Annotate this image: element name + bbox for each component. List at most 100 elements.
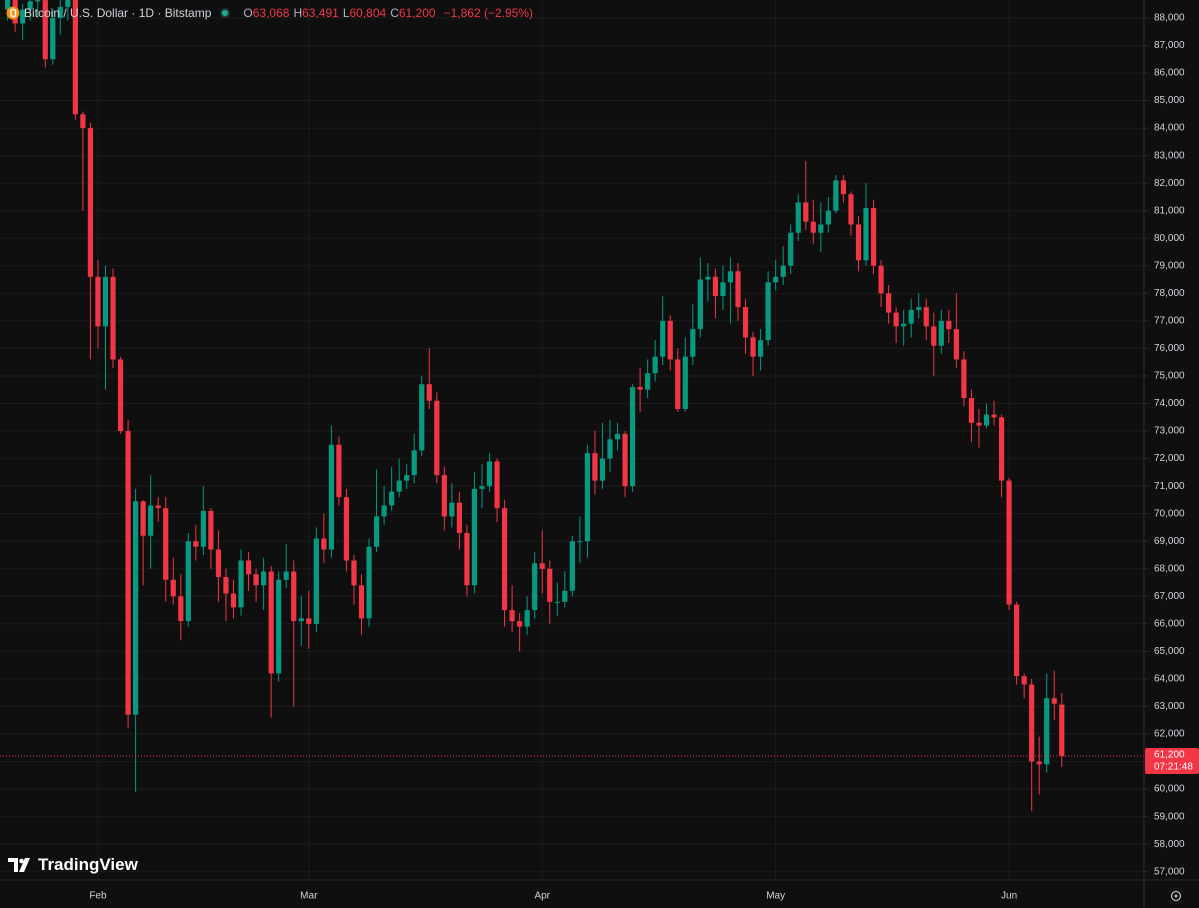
candle-body <box>306 618 312 624</box>
candle-body <box>5 0 11 10</box>
last-price-label: 61,200 <box>1154 750 1185 761</box>
y-tick-label: 60,000 <box>1154 784 1185 795</box>
y-tick-label: 73,000 <box>1154 426 1185 437</box>
y-tick-label: 88,000 <box>1154 13 1185 24</box>
candle-body <box>200 510 206 547</box>
candle-body <box>464 532 470 586</box>
candle-body <box>148 505 154 536</box>
candle-body <box>697 279 703 330</box>
legend-header: Bitcoin / U.S. Dollar · 1D · Bitstamp O6… <box>6 6 533 20</box>
candle-body <box>253 574 259 586</box>
y-tick-label: 59,000 <box>1154 811 1185 822</box>
y-tick-label: 74,000 <box>1154 398 1185 409</box>
candle-body <box>102 276 109 327</box>
candle-body <box>27 1 33 10</box>
candle-body <box>961 359 967 398</box>
candle-body <box>358 585 365 619</box>
settings-icon[interactable] <box>1170 890 1182 902</box>
plot-area <box>0 0 1144 812</box>
countdown-label: 07:21:48 <box>1154 762 1193 773</box>
candle-body <box>336 444 342 498</box>
ohlc-key: O <box>243 6 253 20</box>
candle-body <box>95 276 101 327</box>
candle-body <box>456 502 462 533</box>
candle-body <box>742 307 749 338</box>
candle-body <box>735 271 741 308</box>
candle-body <box>1044 698 1050 765</box>
candle-body <box>773 276 779 283</box>
candle-body <box>818 224 824 233</box>
candle-body <box>953 329 959 360</box>
candle-body <box>690 329 696 357</box>
y-tick-label: 67,000 <box>1154 591 1185 602</box>
candle-body <box>35 0 41 2</box>
candle-body <box>42 0 48 60</box>
candle-body <box>298 618 304 622</box>
candle-body <box>411 450 417 476</box>
candle-body <box>645 373 651 390</box>
candle-body <box>343 497 350 561</box>
candle-body <box>223 577 229 594</box>
x-tick-label: May <box>766 891 785 902</box>
candle-body <box>486 461 493 487</box>
y-tick-label: 76,000 <box>1154 343 1185 354</box>
candle-body <box>833 180 839 211</box>
y-tick-label: 70,000 <box>1154 508 1185 519</box>
candle-body <box>637 386 643 390</box>
candle-body <box>117 359 124 432</box>
candle-body <box>765 282 771 341</box>
candle-body <box>133 501 139 715</box>
candle-body <box>599 458 606 481</box>
candle-body <box>434 400 440 476</box>
candle-body <box>479 486 485 489</box>
candle-body <box>667 320 673 360</box>
symbol-name[interactable]: Bitcoin / U.S. Dollar · 1D · Bitstamp <box>24 6 212 20</box>
candle-body <box>592 453 598 481</box>
y-tick-label: 77,000 <box>1154 316 1185 327</box>
candle-body <box>185 541 191 622</box>
candle-body <box>946 320 952 330</box>
candle-body <box>1059 704 1065 757</box>
candle-body <box>155 505 161 509</box>
ohlc-value: 63,491 <box>302 6 339 20</box>
ohlc-value: 60,804 <box>349 6 387 20</box>
candle-body <box>878 265 884 294</box>
x-tick-label: Jun <box>1001 891 1017 902</box>
market-status-dot <box>220 8 231 18</box>
candle-body <box>404 475 410 481</box>
candle-body <box>283 571 289 580</box>
y-tick-label: 83,000 <box>1154 150 1185 161</box>
candle-body <box>65 0 71 7</box>
candle-body <box>614 433 621 440</box>
y-tick-label: 80,000 <box>1154 233 1185 244</box>
candle-body <box>991 414 997 418</box>
candle-body <box>193 541 199 547</box>
y-tick-label: 87,000 <box>1154 40 1185 51</box>
y-tick-label: 58,000 <box>1154 839 1185 850</box>
candle-body <box>170 579 176 597</box>
candle-body <box>1036 761 1042 765</box>
candle-body <box>870 207 877 266</box>
candle-body <box>803 202 809 222</box>
candle-body <box>584 453 591 542</box>
candle-body <box>607 439 613 459</box>
candle-body <box>720 282 726 297</box>
candle-body <box>840 180 847 195</box>
candle-body <box>208 510 214 550</box>
candle-body <box>245 560 252 575</box>
ohlc-value: 63,068 <box>252 6 290 20</box>
y-tick-label: 71,000 <box>1154 481 1185 492</box>
candle-body <box>441 475 447 517</box>
candle-body <box>780 265 786 277</box>
candle-body <box>901 323 907 327</box>
candle-body <box>396 480 402 492</box>
ohlc-key: H <box>293 6 303 20</box>
candle-body <box>80 114 86 129</box>
candle-body <box>622 433 628 487</box>
candle-body <box>1014 604 1020 677</box>
candle-body <box>501 508 508 611</box>
candle-body <box>215 549 222 578</box>
candle-body <box>712 276 719 297</box>
candle-body <box>110 276 116 360</box>
